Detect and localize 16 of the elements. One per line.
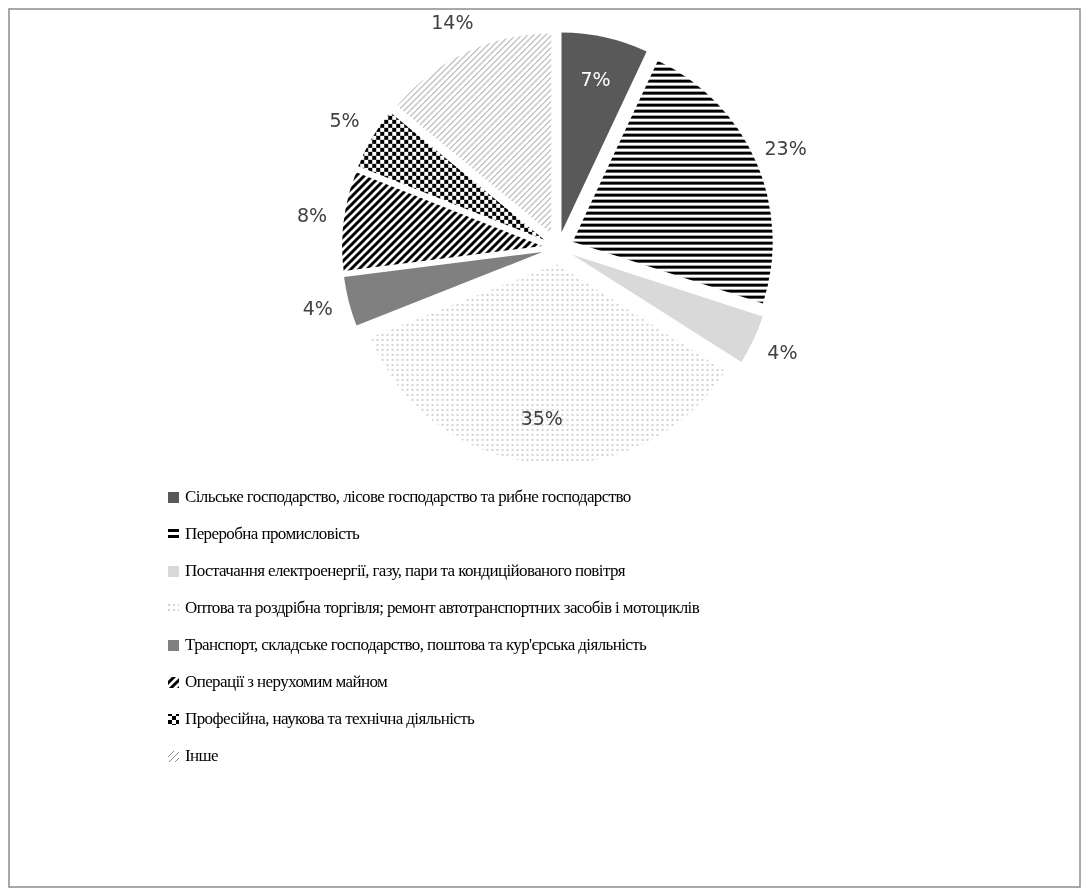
data-label: 23% xyxy=(764,137,807,160)
legend-label: Оптова та роздрібна торгівля; ремонт автотранспортних засобів і мотоциклів xyxy=(185,597,700,617)
data-label: 14% xyxy=(431,11,474,34)
legend-label: Професійна, наукова та технічна діяльність xyxy=(185,708,476,728)
legend-label: Постачання електроенергії, газу, пари та кондиційованого повітря xyxy=(185,560,626,580)
legend-label: Інше xyxy=(185,745,219,765)
legend-label: Сільське господарство, лісове господарство та рибне господарство xyxy=(185,486,631,506)
data-label: 35% xyxy=(520,406,563,429)
data-label: 4% xyxy=(302,297,333,320)
legend-label: Переробна промисловість xyxy=(185,523,361,543)
legend-label: Операції з нерухомим майном xyxy=(185,671,388,691)
data-label: 8% xyxy=(296,204,328,227)
legend-label: Транспорт, складське господарство, поштова та кур'єрська діяльність xyxy=(185,634,648,654)
data-label: 7% xyxy=(580,67,611,90)
data-label: 4% xyxy=(767,341,798,364)
data-label: 5% xyxy=(329,109,360,132)
